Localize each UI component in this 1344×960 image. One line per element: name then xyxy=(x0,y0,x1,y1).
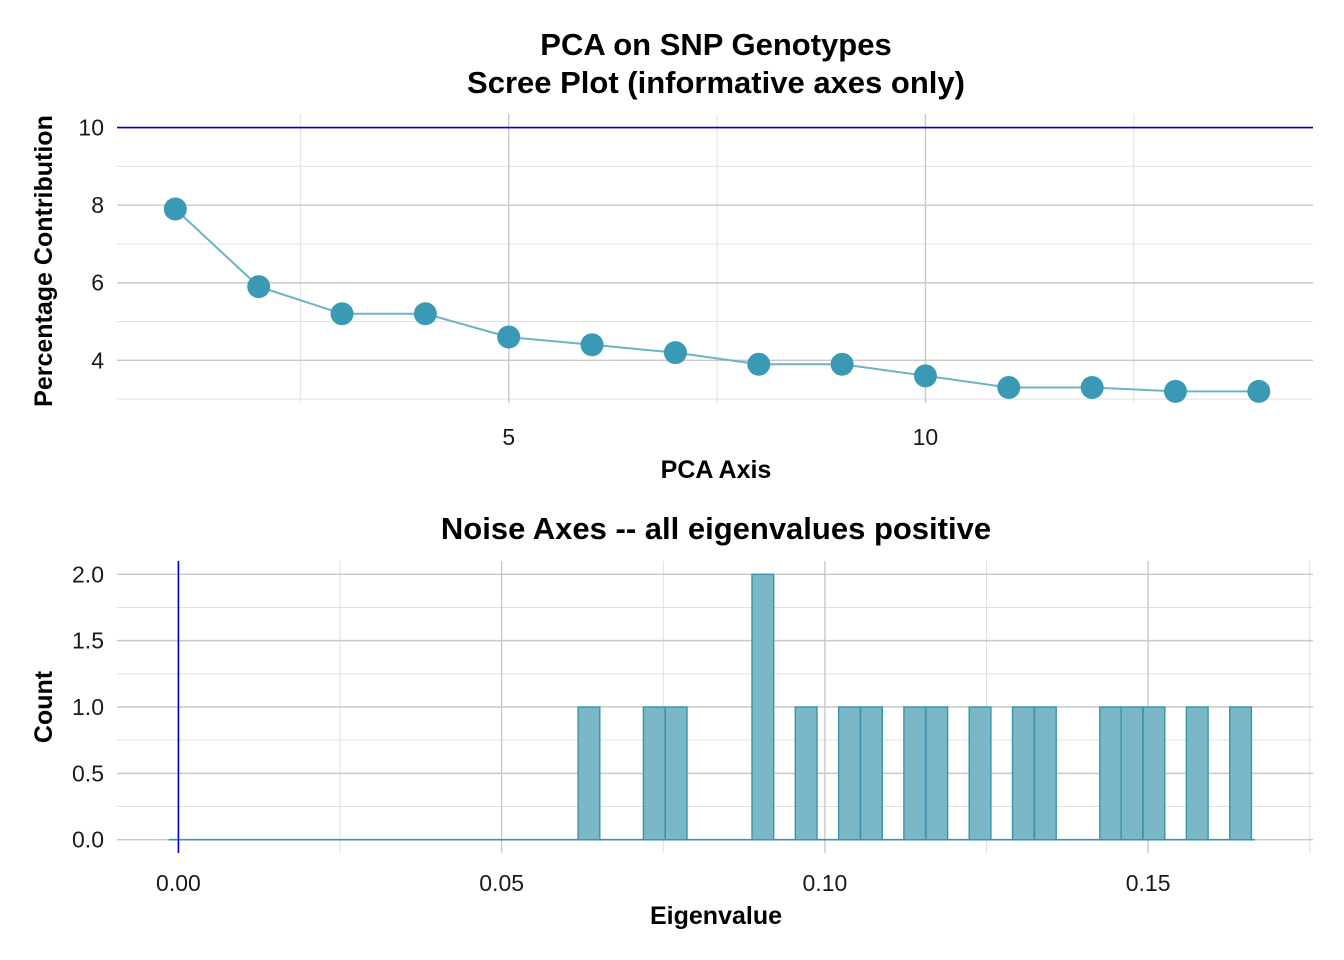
histogram-title: Noise Axes -- all eigenvalues positive xyxy=(441,511,991,546)
scree-point-5 xyxy=(497,325,521,349)
histogram-bar xyxy=(859,706,883,841)
scree-point-11 xyxy=(997,375,1021,399)
histogram-x-tick-label: 0.10 xyxy=(803,870,848,896)
scree-point-12 xyxy=(1080,375,1104,399)
histogram-bar xyxy=(1011,706,1035,841)
scree-y-tick-label: 8 xyxy=(91,192,104,218)
histogram-bar xyxy=(837,706,861,841)
scree-point-1 xyxy=(163,197,187,221)
histogram-x-tick-labels: 0.00 0.05 0.10 0.15 xyxy=(156,870,1170,896)
histogram-y-axis-title: Count xyxy=(30,670,58,743)
histogram-y-tick-label: 0.5 xyxy=(72,760,104,786)
scree-points xyxy=(163,197,1271,403)
histogram-bar xyxy=(664,706,688,841)
histogram-panel: Noise Axes -- all eigenvalues positive 0… xyxy=(30,511,1313,930)
scree-point-4 xyxy=(413,302,437,326)
scree-point-14 xyxy=(1247,379,1271,403)
scree-point-10 xyxy=(913,364,937,388)
histogram-bar xyxy=(1099,706,1123,841)
histogram-bar xyxy=(1033,706,1057,841)
scree-x-tick-label: 10 xyxy=(913,424,939,450)
histogram-bar xyxy=(1142,706,1166,841)
scree-y-tick-label: 10 xyxy=(78,115,104,141)
histogram-bar xyxy=(925,706,949,841)
histogram-bar xyxy=(1228,706,1253,841)
histogram-bars xyxy=(168,573,1255,841)
histogram-bar xyxy=(642,706,666,841)
histogram-bar xyxy=(1185,706,1209,841)
histogram-x-tick-label: 0.15 xyxy=(1126,870,1171,896)
scree-line-path xyxy=(174,208,1259,393)
scree-subtitle: Scree Plot (informative axes only) xyxy=(467,65,965,100)
histogram-bar xyxy=(577,706,601,841)
histogram-y-tick-labels: 0.0 0.5 1.0 1.5 2.0 xyxy=(72,561,104,852)
histogram-bar xyxy=(1120,706,1144,841)
histogram-x-axis-title: Eigenvalue xyxy=(650,902,782,930)
histogram-y-tick-label: 1.0 xyxy=(72,694,104,720)
scree-point-9 xyxy=(830,352,854,376)
scree-point-2 xyxy=(247,275,271,299)
scree-point-8 xyxy=(747,352,771,376)
scree-plot-panel: PCA on SNP Genotypes Scree Plot (informa… xyxy=(30,27,1313,484)
scree-x-tick-labels: 5 10 xyxy=(502,424,938,450)
scree-title: PCA on SNP Genotypes xyxy=(540,27,891,62)
histogram-x-tick-label: 0.05 xyxy=(479,870,524,896)
scree-x-axis-title: PCA Axis xyxy=(661,456,772,484)
histogram-y-tick-label: 1.5 xyxy=(72,628,104,654)
histogram-bar xyxy=(794,706,818,841)
scree-y-tick-label: 4 xyxy=(91,347,104,373)
histogram-x-tick-label: 0.00 xyxy=(156,870,201,896)
scree-gridlines xyxy=(117,114,1313,403)
scree-y-tick-label: 6 xyxy=(91,270,104,296)
scree-point-7 xyxy=(663,341,687,365)
scree-x-tick-label: 5 xyxy=(502,424,515,450)
histogram-y-tick-label: 0.0 xyxy=(72,827,104,853)
histogram-y-tick-label: 2.0 xyxy=(72,561,104,587)
histogram-bar xyxy=(968,706,992,841)
histogram-bar xyxy=(751,573,775,841)
scree-point-13 xyxy=(1163,379,1187,403)
scree-point-3 xyxy=(330,302,354,326)
scree-series-line xyxy=(174,208,1259,393)
scree-y-axis-title: Percentage Contribution xyxy=(30,115,58,407)
scree-y-tick-labels: 4 6 8 10 xyxy=(78,115,104,374)
histogram-bar xyxy=(903,706,927,841)
scree-point-6 xyxy=(580,333,604,357)
